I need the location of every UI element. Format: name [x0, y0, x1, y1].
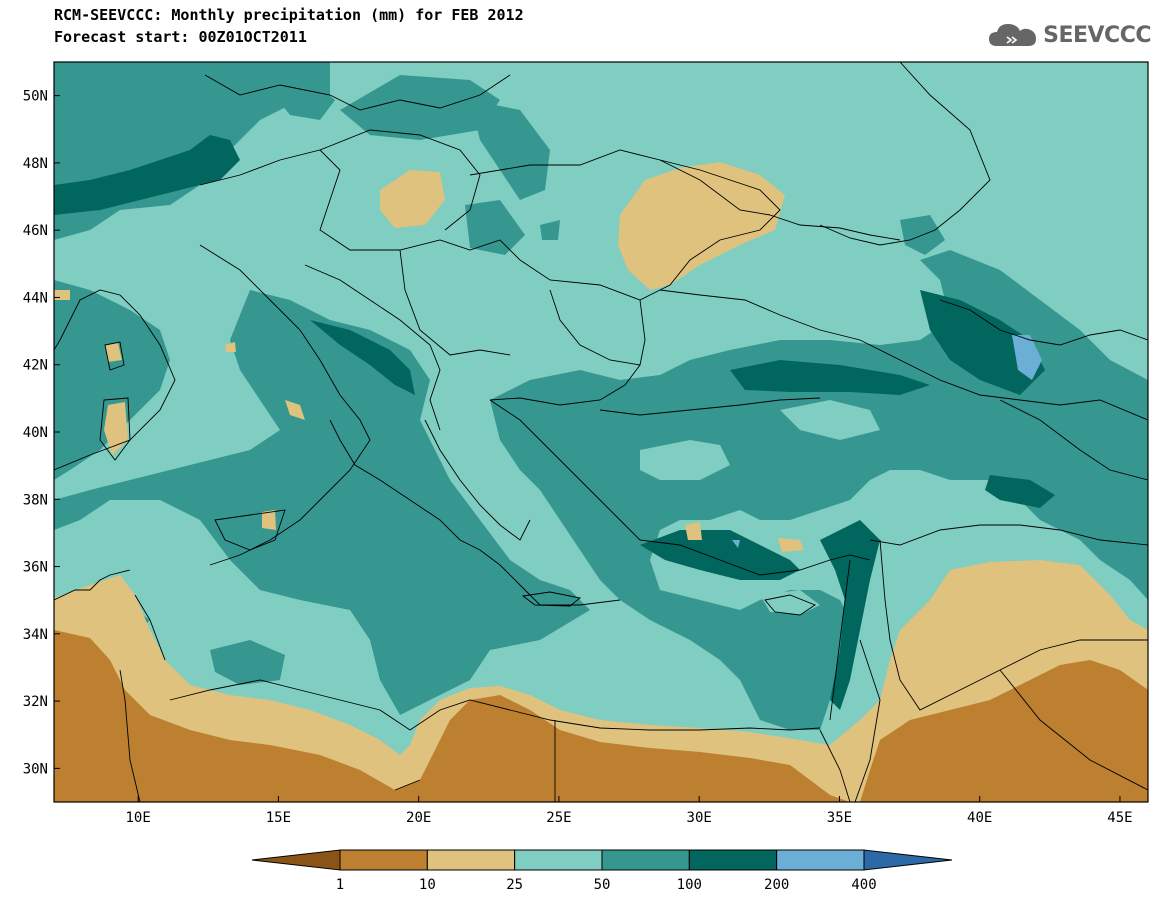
x-tick-label: 40E: [967, 810, 992, 826]
y-tick-label: 46N: [23, 223, 48, 239]
coastlines: [54, 159, 901, 731]
cloud-icon: [989, 24, 1037, 46]
colorbar-label: 50: [594, 877, 611, 893]
y-tick-label: 44N: [23, 290, 48, 306]
y-tick-label: 36N: [23, 560, 48, 576]
precip-field: [54, 62, 1148, 802]
colorbar-swatch: [776, 849, 865, 871]
logo-text: SEEVCCC: [1043, 22, 1151, 48]
colorbar: 1 10 25 50 100 200 400: [251, 849, 953, 893]
colorbar-swatch: [426, 849, 516, 871]
borders: [54, 62, 1148, 802]
x-tick-label: 15E: [266, 810, 291, 826]
y-tick-label: 30N: [23, 761, 48, 777]
y-tick-label: 38N: [23, 492, 48, 508]
colorbar-label: 1: [336, 877, 344, 893]
y-axis: 50N 48N 46N 44N 42N 40N 38N 36N 34N 32N 30N: [23, 89, 60, 777]
colorbar-swatch: [601, 849, 690, 871]
colorbar-lower-extend: [251, 849, 341, 871]
y-tick-label: 42N: [23, 358, 48, 374]
y-tick-label: 50N: [23, 89, 48, 105]
colorbar-label: 400: [851, 877, 876, 893]
y-tick-label: 34N: [23, 627, 48, 643]
precip-band-1-10: [54, 630, 1148, 802]
forecast-start-subtitle: Forecast start: 00Z01OCT2011: [54, 28, 307, 46]
colorbar-label: 200: [764, 877, 789, 893]
colorbar-swatch: [339, 849, 428, 871]
colorbar-label: 10: [419, 877, 436, 893]
y-tick-label: 32N: [23, 694, 48, 710]
colorbar-label: 25: [506, 877, 523, 893]
colorbar-swatch: [514, 849, 603, 871]
x-tick-label: 30E: [687, 810, 712, 826]
y-tick-label: 48N: [23, 156, 48, 172]
x-tick-label: 35E: [827, 810, 852, 826]
x-tick-label: 10E: [126, 810, 151, 826]
y-tick-label: 40N: [23, 425, 48, 441]
precip-band-100-200: [54, 135, 1055, 710]
x-tick-label: 25E: [546, 810, 571, 826]
colorbar-upper-extend: [863, 849, 953, 871]
colorbar-swatch: [688, 849, 778, 871]
precip-band-10-25: [54, 162, 1148, 802]
map-title: RCM-SEEVCCC: Monthly precipitation (mm) …: [54, 6, 524, 24]
precip-band-200-400: [1012, 335, 1042, 380]
colorbar-label: 100: [677, 877, 702, 893]
x-axis: 10E 15E 20E 25E 30E 35E 40E 45E: [126, 796, 1133, 826]
x-tick-label: 20E: [406, 810, 431, 826]
seevccc-logo: SEEVCCC: [987, 20, 1151, 50]
x-tick-label: 45E: [1107, 810, 1132, 826]
